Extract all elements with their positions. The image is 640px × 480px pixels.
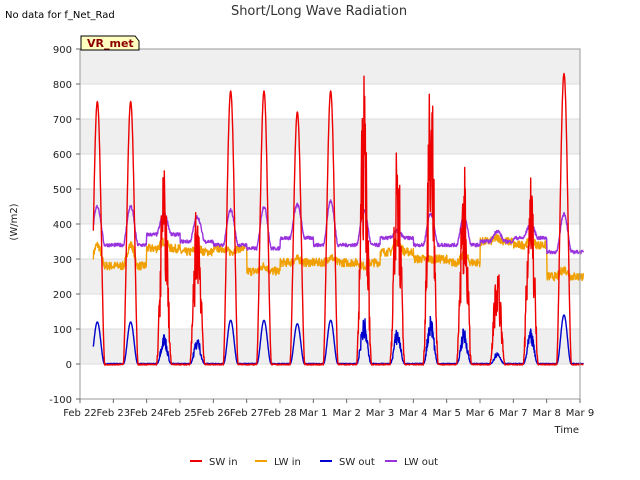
y-tick-label: 900 — [53, 45, 72, 56]
site-badge: VR_met — [80, 35, 140, 51]
legend-label: LW in — [274, 457, 301, 468]
legend-label: SW out — [339, 457, 375, 468]
x-tick-label: Feb 26 — [197, 408, 231, 419]
no-data-note: No data for f_Net_Rad — [5, 10, 115, 21]
y-tick-label: 200 — [53, 290, 72, 301]
grid-band — [80, 189, 580, 224]
x-tick-label: Feb 28 — [263, 408, 297, 419]
x-tick-label: Feb 24 — [130, 408, 164, 419]
x-tick-label: Mar 6 — [466, 408, 494, 419]
y-tick-label: 500 — [53, 185, 72, 196]
badge-label: VR_met — [87, 37, 134, 50]
series-line-lw-in — [92, 234, 584, 282]
y-axis-label: (W/m2) — [9, 203, 20, 240]
y-tick-label: -100 — [49, 395, 72, 406]
y-tick-label: 700 — [53, 115, 72, 126]
grid-band — [80, 329, 580, 364]
x-axis-label: Time — [554, 425, 579, 436]
series-line-lw-out — [92, 199, 584, 255]
x-tick-label: Feb 25 — [163, 408, 197, 419]
x-tick-label: Mar 7 — [499, 408, 527, 419]
legend-label: SW in — [209, 457, 238, 468]
grid-band — [80, 259, 580, 294]
x-tick-label: Feb 22 — [63, 408, 97, 419]
x-tick-label: Mar 1 — [299, 408, 327, 419]
badge-box — [80, 35, 140, 51]
series-line-sw-in — [92, 72, 584, 366]
series-lines — [92, 72, 584, 366]
y-tick-label: 400 — [53, 220, 72, 231]
legend-label: LW out — [404, 457, 438, 468]
y-axis-ticks: -100 0 100 200 300 400 500 600 700 800 900 — [49, 45, 80, 406]
x-tick-label: Mar 8 — [532, 408, 560, 419]
grid-band — [80, 119, 580, 154]
y-tick-label: 300 — [53, 255, 72, 266]
x-tick-label: Feb 23 — [97, 408, 131, 419]
grid-band — [80, 49, 580, 84]
x-tick-label: Mar 2 — [332, 408, 360, 419]
y-tick-label: 600 — [53, 150, 72, 161]
x-axis-ticks: Feb 22 Feb 23 Feb 24 Feb 25 Feb 26 Feb 27 Feb … — [63, 399, 594, 419]
x-tick-label: Mar 3 — [366, 408, 394, 419]
y-tick-label: 800 — [53, 80, 72, 91]
x-tick-label: Mar 5 — [432, 408, 460, 419]
chart-title: Short/Long Wave Radiation — [231, 4, 407, 19]
y-tick-label: 100 — [53, 325, 72, 336]
legend: SW in LW in SW out LW out — [190, 457, 438, 468]
x-tick-label: Mar 9 — [566, 408, 594, 419]
y-tick-label: 0 — [66, 360, 72, 371]
x-tick-label: Feb 27 — [230, 408, 264, 419]
x-tick-label: Mar 4 — [399, 408, 427, 419]
